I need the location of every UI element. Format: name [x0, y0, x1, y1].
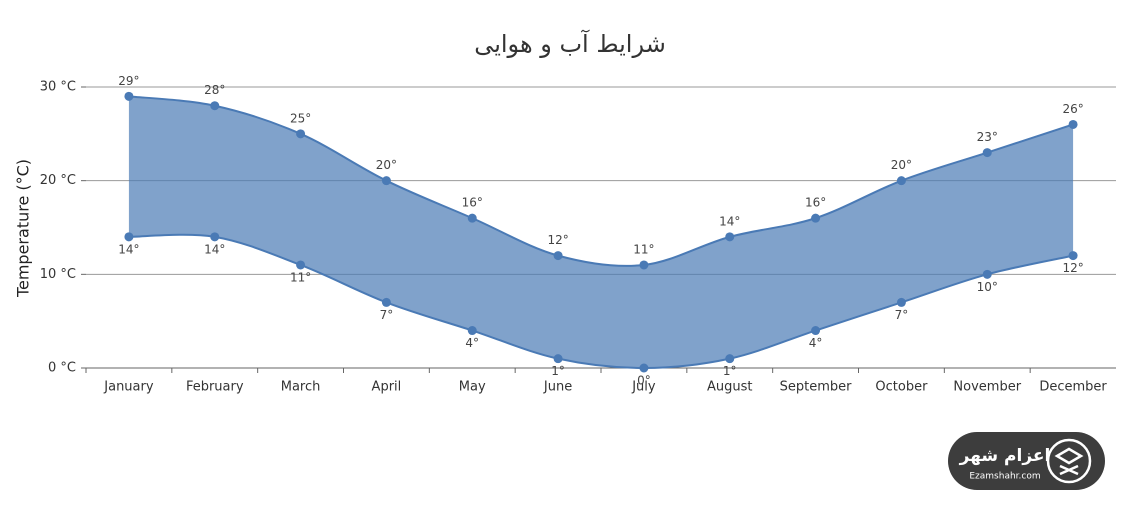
range-line — [128, 233, 1074, 370]
range-area — [128, 96, 1074, 368]
point — [467, 326, 477, 336]
data-label: 7° — [895, 308, 909, 322]
data-label: 4° — [809, 336, 823, 350]
point — [896, 297, 906, 307]
data-label: 29° — [118, 74, 139, 88]
point — [982, 148, 992, 158]
data-label: 10° — [977, 280, 998, 294]
y-tick-label: 30 °C — [40, 80, 76, 95]
data-label: 4° — [465, 336, 479, 350]
data-label: 12° — [1062, 261, 1083, 275]
x-tick-label: January — [103, 380, 154, 395]
data-label: 14° — [118, 242, 139, 256]
data-label: 11° — [633, 242, 654, 256]
data-label: 16° — [805, 196, 826, 210]
point — [553, 354, 563, 364]
y-tick-label: 20 °C — [40, 173, 76, 188]
data-label: 7° — [380, 308, 394, 322]
point — [639, 363, 649, 373]
point — [639, 260, 649, 270]
point — [124, 91, 134, 101]
watermark-badge — [948, 432, 1105, 490]
x-tick-label: December — [1039, 380, 1107, 395]
point — [210, 232, 220, 242]
point — [553, 251, 563, 261]
point — [811, 213, 821, 223]
y-tick-label: 0 °C — [48, 361, 76, 376]
y-axis-label: Temperature (°C) — [14, 159, 33, 298]
point — [725, 354, 735, 364]
data-label: 25° — [290, 111, 311, 125]
watermark: اعزام شهر Ezamshahr.com — [948, 432, 1105, 490]
point — [982, 269, 992, 279]
data-label: 12° — [547, 233, 568, 247]
x-tick-label: April — [372, 380, 402, 395]
watermark-icon — [1046, 438, 1092, 484]
data-label: 23° — [977, 130, 998, 144]
data-label: 20° — [891, 158, 912, 172]
point — [210, 101, 220, 111]
range-line — [128, 95, 1074, 267]
x-tick-label: September — [780, 380, 853, 395]
point — [1068, 251, 1078, 261]
chart-title: شرایط آب و هوایی — [474, 29, 666, 58]
x-tick-label: June — [543, 380, 572, 395]
point — [296, 260, 306, 270]
data-label: 14° — [719, 214, 740, 228]
point — [296, 129, 306, 139]
plot — [86, 86, 1116, 370]
data-label: 14° — [204, 242, 225, 256]
point — [725, 232, 735, 242]
x-tick-label: July — [631, 380, 656, 395]
watermark-name: اعزام شهر — [959, 446, 1051, 466]
x-tick-label: October — [875, 380, 928, 395]
data-label: 1° — [723, 364, 737, 378]
data-label: 20° — [376, 158, 397, 172]
data-label: 0° — [637, 374, 651, 388]
watermark-url: Ezamshahr.com — [969, 472, 1040, 482]
data-label: 11° — [290, 270, 311, 284]
point — [811, 326, 821, 336]
x-tick-label: May — [459, 380, 486, 395]
point — [896, 176, 906, 186]
point — [124, 232, 134, 242]
point — [1068, 119, 1078, 129]
x-tick-label: August — [707, 380, 753, 395]
x-tick-label: March — [281, 380, 321, 395]
point — [381, 176, 391, 186]
data-label: 26° — [1062, 102, 1083, 116]
data-label: 1° — [551, 364, 565, 378]
data-label: 16° — [462, 196, 483, 210]
y-tick-label: 10 °C — [40, 267, 76, 282]
point — [467, 213, 477, 223]
x-tick-label: November — [953, 380, 1021, 395]
watermark-icon-detail — [1054, 447, 1084, 476]
x-tick-label: February — [186, 380, 244, 395]
data-label: 28° — [204, 83, 225, 97]
point — [381, 297, 391, 307]
